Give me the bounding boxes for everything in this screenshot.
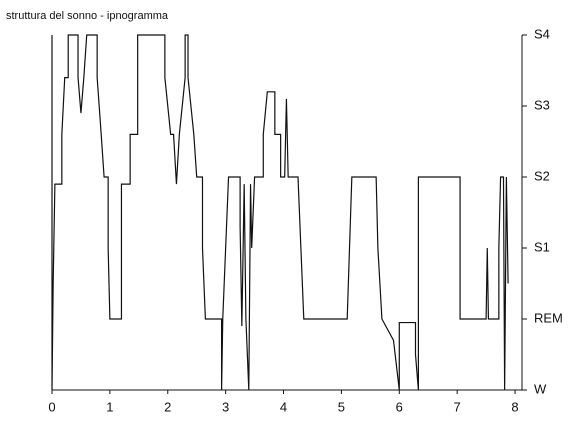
y-tick-label: S3 xyxy=(534,97,550,112)
x-tick-label: 3 xyxy=(222,399,229,414)
x-tick-label: 6 xyxy=(396,399,403,414)
x-tick-label: 5 xyxy=(338,399,345,414)
chart-title: struttura del sonno - ipnogramma xyxy=(6,10,169,22)
y-tick-label: REM xyxy=(534,310,563,325)
y-tick-label: S4 xyxy=(534,26,550,41)
x-tick-label: 0 xyxy=(48,399,55,414)
hypnogram-line xyxy=(51,34,509,391)
x-tick-label: 4 xyxy=(280,399,287,414)
y-tick-label: S1 xyxy=(534,239,550,254)
x-tick-label: 7 xyxy=(454,399,461,414)
y-tick-label: S2 xyxy=(534,168,550,183)
x-tick-label: 1 xyxy=(106,399,113,414)
y-tick-label: W xyxy=(534,381,547,396)
x-tick-label: 2 xyxy=(164,399,171,414)
x-tick-label: 8 xyxy=(511,399,518,414)
